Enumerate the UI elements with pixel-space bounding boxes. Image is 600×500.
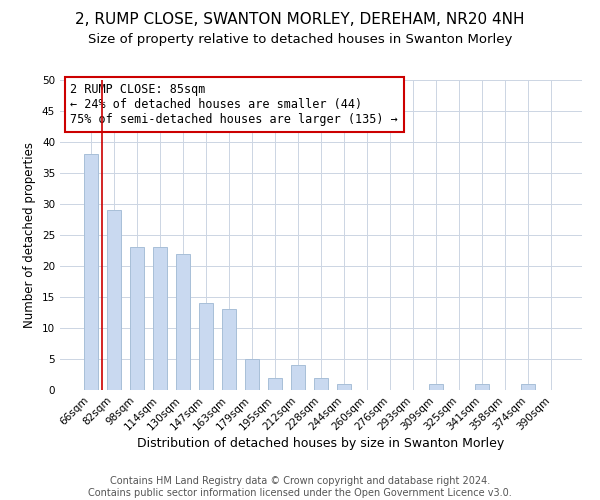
Bar: [429, 384, 443, 390]
Text: Contains HM Land Registry data © Crown copyright and database right 2024.
Contai: Contains HM Land Registry data © Crown c…: [88, 476, 512, 498]
Text: Size of property relative to detached houses in Swanton Morley: Size of property relative to detached ho…: [88, 32, 512, 46]
Bar: [475, 384, 489, 390]
Y-axis label: Number of detached properties: Number of detached properties: [23, 142, 37, 328]
Bar: [176, 254, 190, 390]
Bar: [84, 154, 98, 390]
Bar: [314, 378, 328, 390]
X-axis label: Distribution of detached houses by size in Swanton Morley: Distribution of detached houses by size …: [137, 438, 505, 450]
Bar: [107, 210, 121, 390]
Text: 2, RUMP CLOSE, SWANTON MORLEY, DEREHAM, NR20 4NH: 2, RUMP CLOSE, SWANTON MORLEY, DEREHAM, …: [75, 12, 525, 28]
Bar: [337, 384, 351, 390]
Bar: [199, 303, 213, 390]
Bar: [222, 310, 236, 390]
Bar: [521, 384, 535, 390]
Bar: [130, 248, 143, 390]
Bar: [153, 248, 167, 390]
Bar: [268, 378, 282, 390]
Text: 2 RUMP CLOSE: 85sqm
← 24% of detached houses are smaller (44)
75% of semi-detach: 2 RUMP CLOSE: 85sqm ← 24% of detached ho…: [70, 83, 398, 126]
Bar: [291, 365, 305, 390]
Bar: [245, 359, 259, 390]
